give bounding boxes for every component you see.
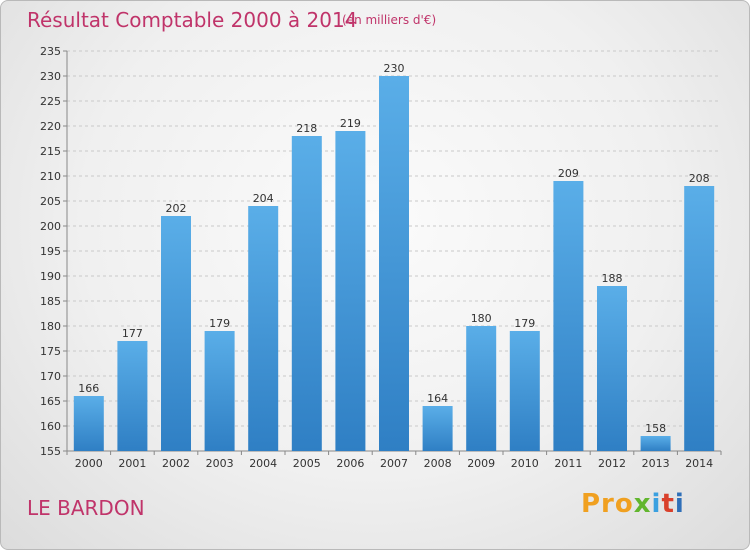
bar-2007: [379, 76, 409, 451]
x-tick-label-2013: 2013: [642, 457, 670, 470]
y-tick-label: 225: [40, 95, 61, 108]
x-tick-label-2010: 2010: [511, 457, 539, 470]
y-tick-label: 190: [40, 270, 61, 283]
data-label-2005: 218: [296, 122, 317, 135]
y-tick-label: 215: [40, 145, 61, 158]
x-tick-label-2002: 2002: [162, 457, 190, 470]
bar-2009: [466, 326, 497, 451]
bar-2006: [335, 131, 366, 451]
y-tick-label: 165: [40, 395, 61, 408]
y-tick-label: 180: [40, 320, 61, 333]
data-label-2009: 180: [471, 312, 492, 325]
x-tick-label-2006: 2006: [336, 457, 364, 470]
data-label-2012: 188: [602, 272, 623, 285]
x-tick-label-2001: 2001: [118, 457, 146, 470]
data-label-2010: 179: [514, 317, 535, 330]
x-tick-label-2008: 2008: [424, 457, 452, 470]
x-tick-label-2005: 2005: [293, 457, 321, 470]
x-tick-label-2000: 2000: [75, 457, 103, 470]
data-label-2001: 177: [122, 327, 143, 340]
bar-2012: [597, 286, 627, 451]
data-label-2000: 166: [78, 382, 99, 395]
y-tick-label: 230: [40, 70, 61, 83]
y-tick-label: 175: [40, 345, 61, 358]
bar-2010: [509, 331, 540, 451]
data-labels: 166 177 202 179 204 218 219 230 164 180 179 209 188 1…: [78, 62, 709, 435]
y-tick-label: 210: [40, 170, 61, 183]
data-label-2013: 158: [645, 422, 666, 435]
bar-2000: [73, 396, 104, 451]
bar-2002: [161, 216, 191, 451]
bar-2004: [248, 206, 279, 451]
x-tick-label-2014: 2014: [685, 457, 713, 470]
data-label-2014: 208: [689, 172, 710, 185]
chart-title: Résultat Comptable 2000 à 2014: [27, 8, 358, 32]
logo-part-2: x: [633, 489, 652, 519]
logo-part-1: Pro: [581, 489, 634, 519]
bar-2008: [422, 406, 453, 451]
bar-2001: [117, 341, 148, 451]
y-tick-label: 235: [40, 45, 61, 58]
bar-2013: [640, 436, 671, 451]
bar-2011: [553, 181, 584, 451]
y-tick-label: 160: [40, 420, 61, 433]
x-tick-label-2009: 2009: [467, 457, 495, 470]
proxiti-logo: Proxiti: [581, 489, 685, 519]
y-tick-label: 195: [40, 245, 61, 258]
x-tick-label-2004: 2004: [249, 457, 277, 470]
y-tick-label: 200: [40, 220, 61, 233]
y-tick-label: 220: [40, 120, 61, 133]
x-tick-label-2011: 2011: [554, 457, 582, 470]
place-name: LE BARDON: [27, 496, 145, 520]
axes: 155 160 165 170 175 180 185 190 195 200 205 210 215 2…: [40, 45, 722, 470]
x-tick-label-2007: 2007: [380, 457, 408, 470]
bar-2005: [291, 136, 322, 451]
logo-part-5: i: [674, 489, 685, 519]
data-label-2007: 230: [384, 62, 405, 75]
x-tick-label-2003: 2003: [206, 457, 234, 470]
x-tick-label-2012: 2012: [598, 457, 626, 470]
bars: [73, 76, 715, 451]
data-label-2003: 179: [209, 317, 230, 330]
bar-2003: [204, 331, 235, 451]
data-label-2004: 204: [253, 192, 274, 205]
data-label-2006: 219: [340, 117, 361, 130]
bar-2014: [684, 186, 715, 451]
logo-part-3: i: [651, 489, 662, 519]
data-label-2002: 202: [166, 202, 187, 215]
data-label-2008: 164: [427, 392, 448, 405]
chart-subtitle: (en milliers d'€): [342, 13, 437, 27]
data-label-2011: 209: [558, 167, 579, 180]
y-tick-label: 155: [40, 445, 61, 458]
y-tick-label: 170: [40, 370, 61, 383]
y-tick-label: 205: [40, 195, 61, 208]
logo-part-4: t: [661, 489, 675, 519]
y-tick-label: 185: [40, 295, 61, 308]
